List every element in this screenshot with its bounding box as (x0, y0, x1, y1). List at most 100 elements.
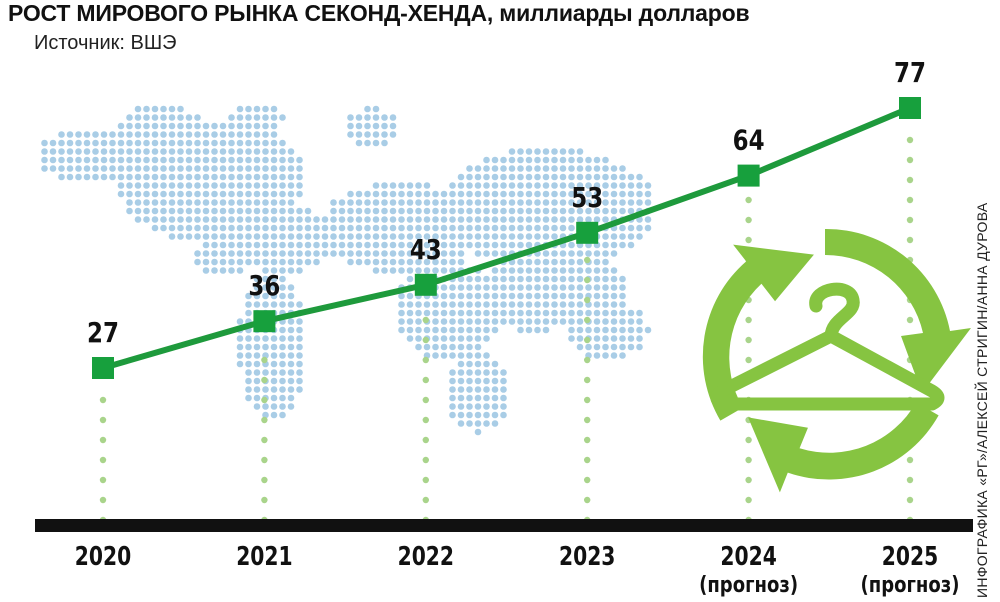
map-dot (253, 360, 261, 368)
map-dot (228, 122, 235, 130)
map-dot (585, 267, 592, 274)
map-dot (432, 309, 439, 317)
map-dot (177, 199, 184, 206)
map-dot (160, 182, 167, 189)
map-dot (568, 318, 575, 325)
map-dot (457, 301, 465, 308)
map-dot (389, 224, 397, 232)
map-dot (610, 301, 618, 308)
map-dot (602, 190, 609, 198)
map-dot (576, 216, 584, 223)
map-dot (466, 377, 473, 385)
guide-dot (99, 396, 107, 404)
map-dot (576, 292, 584, 300)
map-dot (270, 207, 278, 215)
guide-dot (99, 436, 107, 444)
map-dot (262, 207, 269, 215)
map-dot (245, 199, 252, 206)
map-dot (160, 199, 167, 206)
map-dot (525, 241, 533, 249)
map-dot (423, 326, 431, 334)
map-dot (236, 105, 244, 113)
map-dot (525, 326, 533, 334)
map-dot (398, 292, 405, 300)
map-dot (491, 377, 499, 385)
map-dot (202, 216, 210, 223)
map-dot (313, 250, 320, 257)
map-dot (559, 199, 567, 206)
map-dot (508, 241, 516, 249)
map-dot (568, 190, 575, 198)
map-dot (610, 250, 618, 257)
map-dot (228, 207, 235, 215)
map-dot (194, 182, 201, 189)
map-dot (49, 165, 57, 172)
map-dot (177, 216, 184, 223)
map-dot (287, 199, 295, 206)
data-label: 27 (87, 317, 119, 350)
map-dot (389, 250, 397, 257)
map-dot (270, 343, 278, 351)
map-dot (253, 394, 261, 402)
map-dot (372, 131, 380, 138)
map-dot (236, 165, 244, 172)
map-dot (211, 156, 218, 164)
map-dot (525, 173, 533, 181)
map-dot (491, 233, 499, 240)
map-dot (143, 156, 150, 164)
map-dot (219, 148, 227, 155)
map-dot (389, 241, 397, 249)
map-dot (636, 224, 643, 232)
guide-dot (584, 376, 591, 384)
map-dot (389, 122, 397, 130)
map-dot (644, 190, 652, 198)
map-dot (245, 301, 252, 308)
map-dot (500, 403, 507, 410)
map-dot (151, 105, 159, 113)
map-dot (508, 173, 516, 181)
map-dot (151, 156, 159, 164)
map-dot (143, 216, 150, 223)
map-dot (304, 250, 312, 257)
map-dot (287, 250, 295, 257)
map-dot (636, 182, 643, 189)
map-dot (245, 173, 252, 181)
data-label: 36 (248, 270, 280, 303)
map-dot (168, 224, 176, 232)
map-dot (372, 105, 380, 113)
map-dot (466, 284, 473, 291)
map-dot (602, 267, 609, 274)
map-dot (500, 309, 507, 317)
map-dot (508, 267, 516, 274)
map-dot (211, 122, 218, 130)
map-dot (551, 199, 558, 206)
map-dot (449, 369, 456, 376)
map-dot (381, 233, 388, 240)
map-dot (58, 165, 65, 172)
map-dot (559, 173, 567, 181)
map-dot (185, 114, 193, 121)
map-dot (330, 207, 337, 215)
map-dot (304, 241, 312, 249)
map-dot (542, 190, 550, 198)
map-dot (627, 309, 635, 317)
map-dot (202, 207, 210, 215)
map-dot (270, 105, 278, 113)
map-dot (134, 131, 142, 138)
map-dot (262, 411, 269, 419)
map-dot (534, 182, 541, 189)
map-dot (338, 207, 346, 215)
map-dot (602, 216, 609, 223)
map-dot (559, 156, 567, 164)
map-dot (474, 326, 482, 334)
map-dot (279, 326, 286, 334)
map-dot (398, 199, 405, 206)
map-dot (423, 241, 431, 249)
map-dot (253, 233, 261, 240)
map-dot (449, 343, 456, 351)
map-dot (211, 241, 218, 249)
map-dot (619, 165, 626, 172)
map-dot (627, 173, 635, 181)
map-dot (517, 292, 524, 300)
map-dot (474, 318, 482, 325)
